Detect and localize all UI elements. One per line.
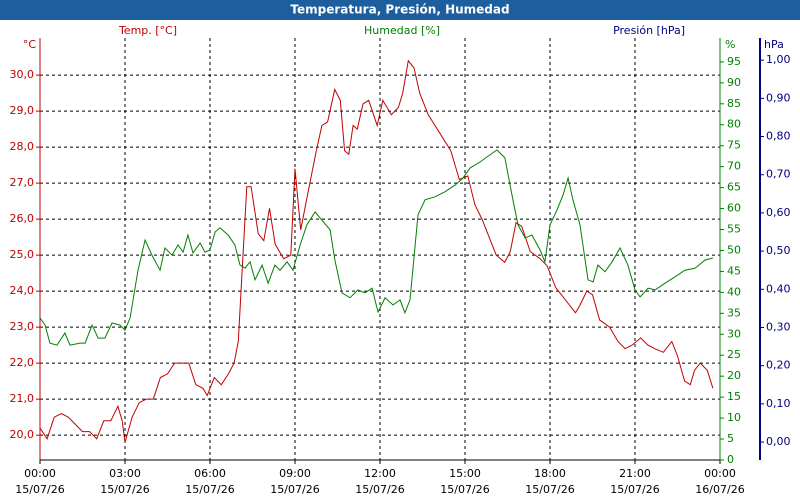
y2-tick-label: 65 xyxy=(727,181,741,194)
x-tick-date: 15/07/26 xyxy=(440,483,489,496)
x-tick-label: 00:00 xyxy=(704,467,736,480)
y3-unit: hPa xyxy=(764,38,784,51)
y-tick-label: 22,0 xyxy=(10,356,35,369)
y-tick-label: 24,0 xyxy=(10,284,35,297)
y-tick-label: 29,0 xyxy=(10,104,35,117)
x-tick-label: 00:00 xyxy=(24,467,56,480)
y2-unit: % xyxy=(725,38,735,51)
y2-tick-label: 40 xyxy=(727,285,741,298)
x-tick-label: 09:00 xyxy=(279,467,311,480)
x-tick-date: 15/07/26 xyxy=(185,483,234,496)
y3-tick-label: 0,40 xyxy=(766,282,791,295)
y2-tick-label: 30 xyxy=(727,327,741,340)
x-tick-date: 15/07/26 xyxy=(355,483,404,496)
y-unit: °C xyxy=(23,38,37,51)
y2-tick-label: 15 xyxy=(727,390,741,403)
y-label: Temp. [°C] xyxy=(118,24,177,37)
x-tick-label: 18:00 xyxy=(534,467,566,480)
y-tick-label: 21,0 xyxy=(10,392,35,405)
y2-tick-label: 35 xyxy=(727,306,741,319)
y3-tick-label: 0,60 xyxy=(766,206,791,219)
y-tick-label: 25,0 xyxy=(10,248,35,261)
y-tick-label: 30,0 xyxy=(10,68,35,81)
x-tick-date: 16/07/26 xyxy=(695,483,744,496)
x-tick-label: 12:00 xyxy=(364,467,396,480)
y2-tick-label: 50 xyxy=(727,243,741,256)
x-tick-date: 15/07/26 xyxy=(610,483,659,496)
y-tick-label: 26,0 xyxy=(10,212,35,225)
y2-tick-label: 85 xyxy=(727,97,741,110)
y2-tick-label: 70 xyxy=(727,160,741,173)
x-tick-label: 21:00 xyxy=(619,467,651,480)
y2-tick-label: 25 xyxy=(727,348,741,361)
series-line xyxy=(39,149,714,346)
y-tick-label: 27,0 xyxy=(10,176,35,189)
y2-tick-label: 60 xyxy=(727,202,741,215)
x-tick-label: 15:00 xyxy=(449,467,481,480)
y2-tick-label: 90 xyxy=(727,76,741,89)
y2-tick-label: 95 xyxy=(727,55,741,68)
x-tick-date: 15/07/26 xyxy=(15,483,64,496)
y3-label: Presión [hPa] xyxy=(613,24,685,37)
y2-tick-label: 45 xyxy=(727,264,741,277)
y2-tick-label: 55 xyxy=(727,223,741,236)
title-bar xyxy=(0,0,800,20)
y-tick-label: 20,0 xyxy=(10,428,35,441)
x-tick-date: 15/07/26 xyxy=(525,483,574,496)
y3-tick-label: 0,00 xyxy=(766,435,791,448)
y2-label: Humedad [%] xyxy=(364,24,440,37)
y3-tick-label: 1,00 xyxy=(766,53,791,66)
y3-tick-label: 0,50 xyxy=(766,244,791,257)
x-tick-date: 15/07/26 xyxy=(270,483,319,496)
y-tick-label: 28,0 xyxy=(10,140,35,153)
chart-title: Temperatura, Presión, Humedad xyxy=(290,3,509,17)
y3-tick-label: 0,10 xyxy=(766,397,791,410)
y2-tick-label: 75 xyxy=(727,139,741,152)
x-tick-date: 15/07/26 xyxy=(100,483,149,496)
y3-tick-label: 0,80 xyxy=(766,130,791,143)
y3-tick-label: 0,90 xyxy=(766,91,791,104)
series-line xyxy=(39,59,714,443)
y3-tick-label: 0,70 xyxy=(766,168,791,181)
y2-tick-label: 0 xyxy=(727,453,734,466)
y-tick-label: 23,0 xyxy=(10,320,35,333)
x-tick-label: 03:00 xyxy=(109,467,141,480)
y3-tick-label: 0,30 xyxy=(766,320,791,333)
y2-tick-label: 5 xyxy=(727,432,734,445)
y2-tick-label: 20 xyxy=(727,369,741,382)
y2-tick-label: 80 xyxy=(727,118,741,131)
y2-tick-label: 10 xyxy=(727,411,741,424)
y3-tick-label: 0,20 xyxy=(766,359,791,372)
x-tick-label: 06:00 xyxy=(194,467,226,480)
